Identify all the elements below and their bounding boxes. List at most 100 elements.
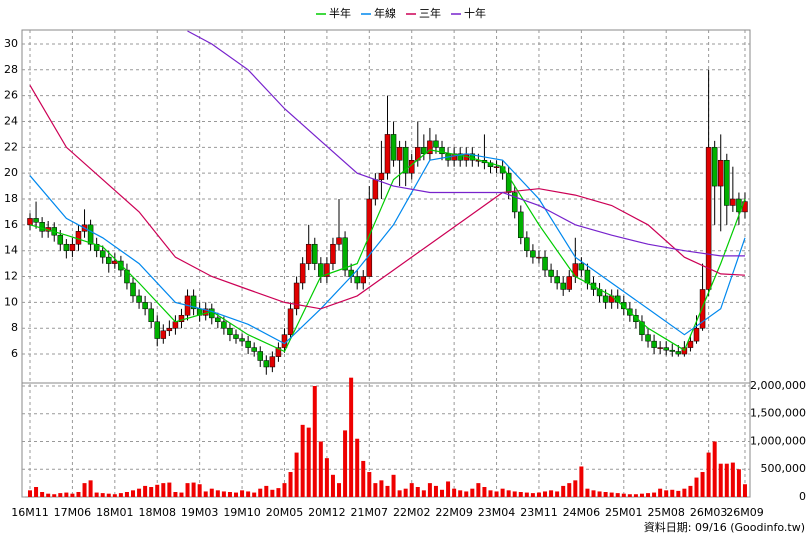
- volume-bar: [258, 488, 263, 497]
- volume-bar: [567, 483, 572, 497]
- volume-bar: [34, 487, 39, 497]
- volume-bar: [179, 492, 184, 497]
- volume-bar: [58, 493, 63, 497]
- volume-bar: [712, 441, 717, 497]
- volume-bar: [373, 483, 378, 497]
- volume-bar: [276, 488, 281, 497]
- candle-body: [330, 243, 336, 264]
- y-tick-label: 20: [4, 166, 18, 179]
- volume-bar: [518, 492, 523, 497]
- volume-bar: [203, 491, 208, 497]
- volume-bar: [421, 490, 426, 497]
- candle-body: [560, 282, 566, 290]
- volume-bar: [742, 484, 747, 497]
- volume-bar: [530, 493, 535, 497]
- volume-bar: [433, 485, 438, 497]
- volume-bar: [185, 483, 190, 497]
- x-tick-label: 19M10: [223, 506, 261, 519]
- candle-body: [730, 198, 736, 206]
- volume-tick-label: 1,500,000: [750, 407, 806, 420]
- volume-bar: [500, 488, 505, 497]
- candle-body: [378, 172, 385, 180]
- volume-bar: [385, 485, 390, 497]
- volume-bar: [615, 493, 620, 497]
- candle-body: [106, 256, 112, 264]
- x-tick-label: 21M07: [351, 506, 389, 519]
- volume-bar: [300, 424, 305, 497]
- volume-bar: [100, 493, 105, 497]
- volume-bar: [561, 485, 566, 497]
- volume-bar: [27, 490, 32, 497]
- volume-bar: [464, 491, 469, 497]
- volume-bar: [337, 483, 342, 497]
- candle-body: [384, 134, 391, 174]
- x-tick-label: 24M06: [563, 506, 601, 519]
- volume-bar: [94, 492, 99, 497]
- candle-body: [190, 295, 197, 310]
- volume-bar: [227, 492, 232, 497]
- source-note: 資料日期: 09/16 (Goodinfo.tw): [644, 520, 805, 534]
- candle-body: [154, 321, 160, 339]
- candle-body: [645, 334, 651, 342]
- volume-bar: [82, 483, 87, 497]
- candle-body: [621, 302, 627, 310]
- y-tick-label: 14: [4, 244, 18, 257]
- volume-bar: [161, 483, 166, 497]
- volume-bar: [324, 458, 329, 497]
- volume-bar: [367, 472, 372, 497]
- volume-bar: [264, 485, 269, 497]
- volume-bar: [506, 490, 511, 497]
- volume-bar: [458, 490, 463, 497]
- volume-bar: [603, 492, 608, 497]
- y-tick-label: 28: [4, 63, 18, 76]
- volume-bar: [543, 491, 548, 497]
- volume-bar: [137, 488, 142, 497]
- candle-body: [390, 134, 397, 161]
- volume-bar: [312, 385, 317, 497]
- candle-body: [233, 334, 239, 339]
- volume-bar: [240, 490, 245, 497]
- y-tick-label: 22: [4, 140, 18, 153]
- volume-bar: [609, 492, 614, 497]
- candle-body: [130, 282, 136, 297]
- ma-line: [187, 30, 745, 257]
- candle-body: [705, 147, 712, 290]
- candle-body: [142, 302, 148, 310]
- x-tick-label: 17M06: [54, 506, 92, 519]
- volume-bar: [131, 490, 136, 497]
- volume-bar: [427, 483, 432, 497]
- candle-body: [511, 192, 518, 213]
- y-tick-label: 6: [11, 347, 18, 360]
- candle-body: [554, 276, 560, 284]
- candle-body: [136, 295, 142, 303]
- legend-label: 十年: [464, 6, 486, 20]
- volume-bar: [349, 377, 354, 497]
- x-tick-label: 25M08: [647, 506, 685, 519]
- x-tick-label: 23M11: [520, 506, 558, 519]
- candle-body: [75, 231, 82, 245]
- candle-body: [263, 360, 270, 368]
- volume-bar: [355, 438, 360, 497]
- volume-bar: [652, 492, 657, 497]
- candle-body: [402, 147, 409, 174]
- volume-tick-label: 500,000: [761, 462, 807, 475]
- candle-body: [505, 172, 512, 193]
- volume-bar: [536, 492, 541, 497]
- volume-bar: [415, 487, 420, 497]
- volume-bar: [379, 480, 384, 497]
- y-tick-label: 8: [11, 321, 18, 334]
- candle-body: [536, 256, 542, 259]
- volume-bar: [155, 484, 160, 497]
- candle-body: [530, 250, 536, 258]
- volume-bar: [391, 474, 396, 497]
- volume-bar: [149, 487, 154, 497]
- volume-bar: [579, 466, 584, 497]
- volume-bar: [524, 492, 529, 497]
- volume-bar: [294, 452, 299, 497]
- volume-bar: [167, 482, 172, 497]
- volume-bar: [646, 493, 651, 497]
- volume-bar: [124, 492, 129, 497]
- legend-label: 三年: [419, 6, 441, 20]
- volume-tick-label: 2,000,000: [750, 379, 806, 392]
